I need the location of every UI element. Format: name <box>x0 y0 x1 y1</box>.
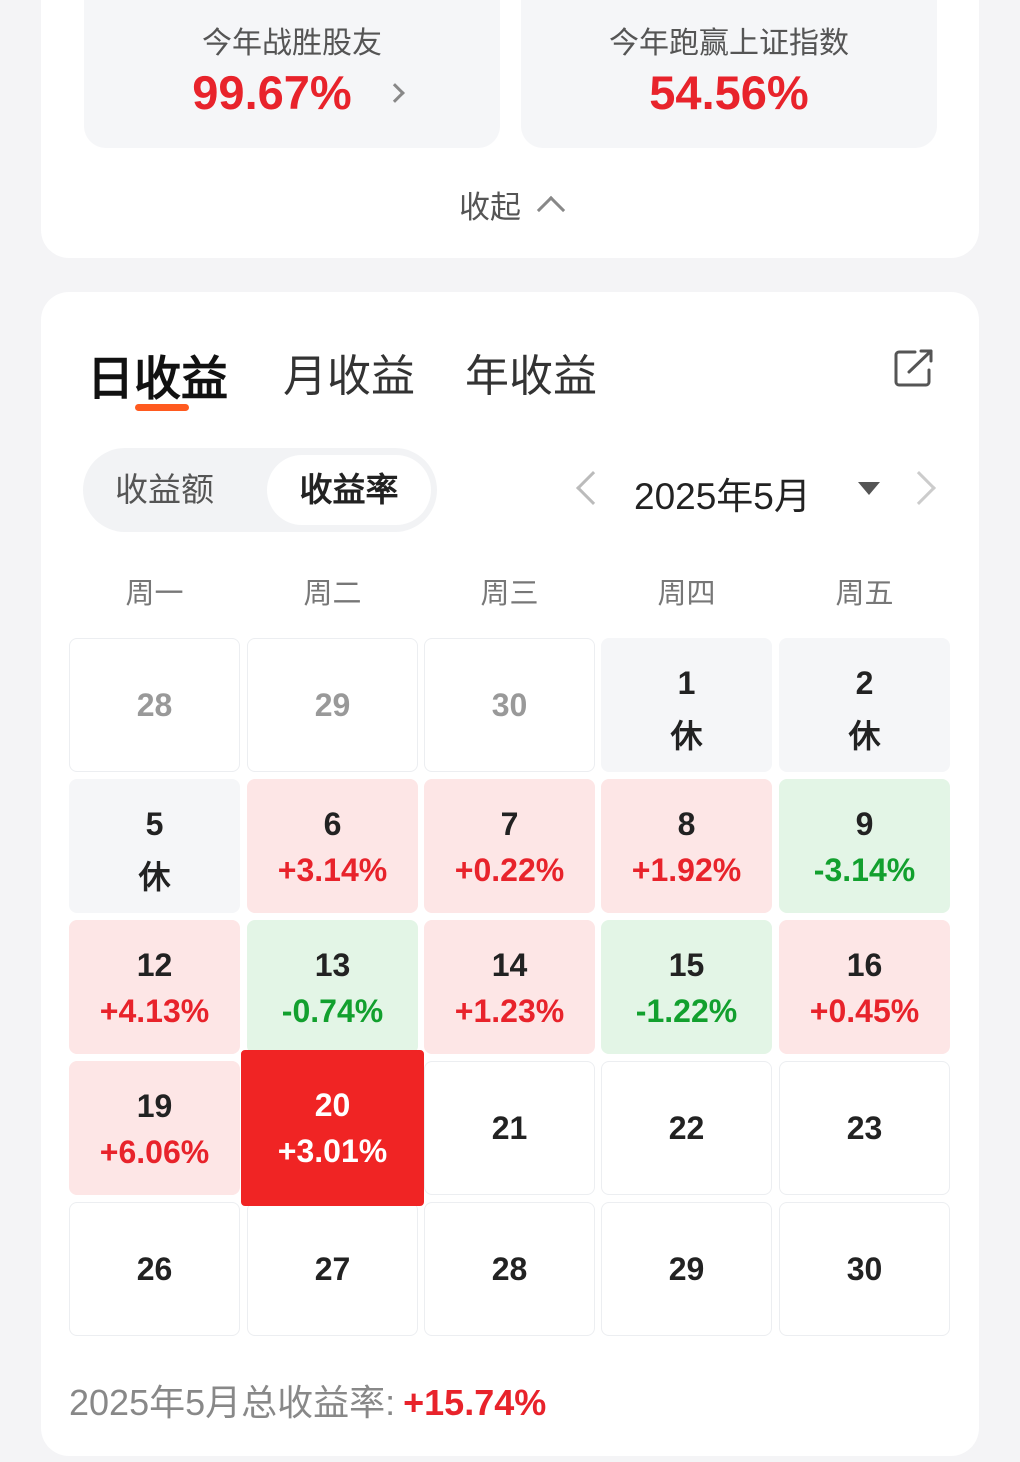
day-number: 13 <box>314 947 351 983</box>
day-number: 27 <box>314 1251 351 1287</box>
calendar-day[interactable]: 29 <box>247 638 418 772</box>
weekday-label: 周三 <box>480 578 539 610</box>
day-return: +0.22% <box>454 852 565 888</box>
day-number: 30 <box>846 1251 883 1287</box>
calendar-day[interactable]: 12 +4.13% <box>69 920 240 1054</box>
tab-monthly[interactable]: 月收益 <box>283 352 415 401</box>
day-number: 19 <box>136 1088 173 1124</box>
day-number: 29 <box>668 1251 705 1287</box>
calendar-day[interactable]: 6 +3.14% <box>247 779 418 913</box>
month-navigator: 2025年5月 <box>561 462 961 518</box>
stats-card: 今年战胜股友 99.67% 今年跑赢上证指数 54.56% 收起 <box>41 0 979 258</box>
calendar-day[interactable]: 16 +0.45% <box>779 920 950 1054</box>
metric-segmented-control: 收益额 收益率 <box>83 448 437 532</box>
beat-friends-value: 99.67% <box>192 66 352 119</box>
calendar-day[interactable]: 8 +1.92% <box>601 779 772 913</box>
active-tab-indicator <box>135 404 189 411</box>
day-number: 28 <box>136 687 173 723</box>
calendar-day[interactable]: 29 <box>601 1202 772 1336</box>
calendar-day[interactable]: 30 <box>779 1202 950 1336</box>
calendar-day[interactable]: 14 +1.23% <box>424 920 595 1054</box>
day-number: 22 <box>668 1110 705 1146</box>
calendar-day[interactable]: 23 <box>779 1061 950 1195</box>
day-number: 28 <box>491 1251 528 1287</box>
weekday-header: 周一 周二 周三 周四 周五 <box>69 570 954 610</box>
collapse-button[interactable]: 收起 <box>41 182 979 227</box>
day-number: 26 <box>136 1251 173 1287</box>
calendar-day[interactable]: 28 <box>424 1202 595 1336</box>
prev-month-icon[interactable] <box>576 471 610 505</box>
day-number: 6 <box>323 806 342 842</box>
calendar-day[interactable]: 9 -3.14% <box>779 779 950 913</box>
day-return: +6.06% <box>99 1134 210 1170</box>
day-number: 29 <box>314 687 351 723</box>
monthly-total-value: +15.74% <box>403 1382 547 1423</box>
earnings-calendar-card: 日收益 月收益 年收益 收益额 收益率 2025年5月 周一 周二 周三 周四 … <box>41 292 979 1456</box>
day-return: +1.92% <box>631 852 742 888</box>
calendar-day-today[interactable]: 20 +3.01% <box>241 1050 424 1206</box>
day-return: +3.01% <box>277 1133 388 1169</box>
day-return: 休 <box>670 718 703 754</box>
calendar-day[interactable]: 13 -0.74% <box>247 920 418 1054</box>
beat-friends-label: 今年战胜股友 <box>202 27 382 60</box>
day-number: 12 <box>136 947 173 983</box>
segment-amount[interactable]: 收益额 <box>115 471 214 508</box>
calendar-day[interactable]: 19 +6.06% <box>69 1061 240 1195</box>
day-return: +4.13% <box>99 993 210 1029</box>
weekday-label: 周一 <box>125 578 184 610</box>
day-return: +0.45% <box>809 993 920 1029</box>
day-return: 休 <box>848 718 881 754</box>
dropdown-icon[interactable] <box>858 482 880 495</box>
calendar-day[interactable]: 30 <box>424 638 595 772</box>
day-return: -3.14% <box>813 852 916 888</box>
beat-index-stat: 今年跑赢上证指数 54.56% <box>521 0 937 148</box>
day-number: 5 <box>145 806 164 842</box>
calendar-day[interactable]: 26 <box>69 1202 240 1336</box>
calendar-day[interactable]: 27 <box>247 1202 418 1336</box>
tab-daily[interactable]: 日收益 <box>87 352 228 405</box>
day-return: -1.22% <box>635 993 738 1029</box>
next-month-icon[interactable] <box>902 471 936 505</box>
weekday-label: 周二 <box>303 578 362 610</box>
month-label[interactable]: 2025年5月 <box>634 476 811 517</box>
calendar-day[interactable]: 21 <box>424 1061 595 1195</box>
tab-yearly[interactable]: 年收益 <box>465 352 597 401</box>
monthly-total-label: 2025年5月总收益率: <box>69 1382 396 1423</box>
day-number: 2 <box>855 665 874 701</box>
day-return: +3.14% <box>277 852 388 888</box>
beat-index-label: 今年跑赢上证指数 <box>609 27 849 60</box>
day-number: 7 <box>500 806 519 842</box>
day-return: 休 <box>138 859 171 895</box>
day-number: 20 <box>314 1087 351 1123</box>
collapse-label: 收起 <box>459 190 521 225</box>
calendar-day[interactable]: 28 <box>69 638 240 772</box>
day-number: 14 <box>491 947 528 983</box>
beat-index-value: 54.56% <box>649 66 809 119</box>
monthly-total: 2025年5月总收益率: +15.74% <box>69 1374 546 1426</box>
day-number: 15 <box>668 947 705 983</box>
weekday-label: 周四 <box>657 578 716 610</box>
calendar-day[interactable]: 22 <box>601 1061 772 1195</box>
day-number: 8 <box>677 806 696 842</box>
calendar-day[interactable]: 7 +0.22% <box>424 779 595 913</box>
day-return: +1.23% <box>454 993 565 1029</box>
earnings-tabs: 日收益 月收益 年收益 <box>41 340 979 410</box>
beat-friends-stat[interactable]: 今年战胜股友 99.67% <box>84 0 500 148</box>
day-return: -0.74% <box>281 993 384 1029</box>
chevron-up-icon <box>536 195 566 225</box>
day-number: 9 <box>855 806 874 842</box>
day-number: 23 <box>846 1110 883 1146</box>
calendar-day[interactable]: 15 -1.22% <box>601 920 772 1054</box>
day-number: 16 <box>846 947 883 983</box>
day-number: 1 <box>677 665 696 701</box>
share-icon[interactable] <box>893 348 935 388</box>
day-number: 21 <box>491 1110 528 1146</box>
day-number: 30 <box>491 687 528 723</box>
segment-rate[interactable]: 收益率 <box>267 455 431 525</box>
weekday-label: 周五 <box>835 578 894 610</box>
